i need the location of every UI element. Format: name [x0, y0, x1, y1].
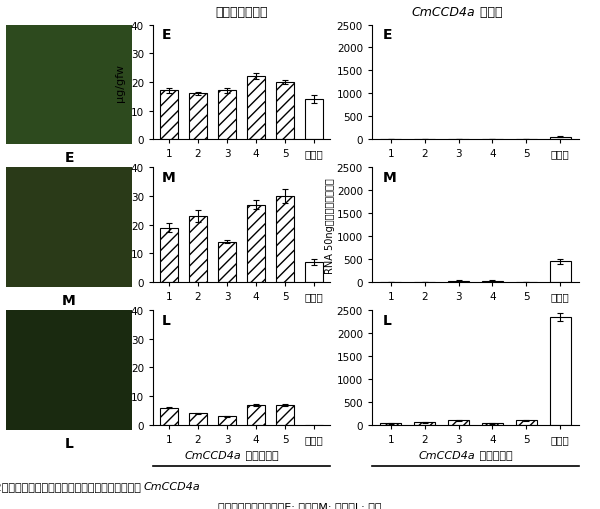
Bar [448, 420, 469, 425]
Bar [482, 423, 503, 425]
Text: M: M [382, 171, 396, 185]
Bar [415, 422, 435, 425]
Bar [550, 262, 571, 282]
Text: CmCCD4a: CmCCD4a [185, 450, 242, 461]
Text: L: L [162, 313, 171, 327]
Bar [247, 405, 265, 425]
Text: 形質転換体: 形質転換体 [476, 450, 512, 461]
Text: 発現量: 発現量 [476, 6, 502, 19]
Bar [516, 420, 536, 425]
Bar [305, 263, 323, 282]
Bar [160, 91, 178, 140]
Y-axis label: μg/gfw: μg/gfw [115, 64, 125, 102]
Bar [380, 423, 401, 425]
Bar [550, 137, 571, 140]
Bar [189, 217, 206, 282]
Bar [482, 281, 503, 282]
Bar [247, 205, 265, 282]
Text: RNA 50ng当たりのコピー数: RNA 50ng当たりのコピー数 [325, 178, 335, 273]
Bar [189, 413, 206, 425]
Text: E: E [64, 151, 74, 165]
Bar [218, 242, 236, 282]
Text: 舌状花弁の発達段階　E: 初期、M: 中期、L: 後期: 舌状花弁の発達段階 E: 初期、M: 中期、L: 後期 [218, 501, 382, 509]
Text: L: L [65, 436, 73, 450]
Bar [218, 416, 236, 425]
Text: M: M [62, 293, 76, 307]
Text: 形質転換体: 形質転換体 [242, 450, 278, 461]
Bar [160, 228, 178, 282]
Bar [305, 100, 323, 140]
Bar [277, 82, 294, 140]
Text: CmCCD4a: CmCCD4a [144, 481, 201, 491]
Bar [277, 196, 294, 282]
Text: CmCCD4a: CmCCD4a [412, 6, 476, 19]
Bar [448, 281, 469, 282]
Text: M: M [162, 171, 176, 185]
Text: CmCCD4a: CmCCD4a [419, 450, 476, 461]
Bar [160, 408, 178, 425]
Bar [189, 94, 206, 140]
Text: カロテノイド量: カロテノイド量 [215, 6, 268, 19]
Text: E: E [162, 28, 172, 42]
Bar [218, 91, 236, 140]
Text: 図2　形質転換体の花弁におけるカロテノイド量と: 図2 形質転換体の花弁におけるカロテノイド量と [0, 481, 144, 491]
Bar [277, 405, 294, 425]
Bar [247, 77, 265, 140]
Bar [550, 318, 571, 425]
Text: L: L [382, 313, 391, 327]
Text: E: E [382, 28, 392, 42]
